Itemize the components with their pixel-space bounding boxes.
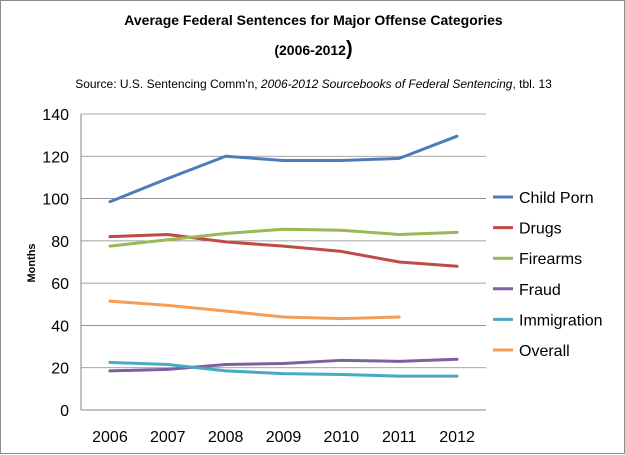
y-tick-label: 100 xyxy=(42,192,69,209)
legend-label-child-porn: Child Porn xyxy=(519,190,594,207)
y-tick-labels: 0 20 40 60 80 100 120 140 xyxy=(42,107,69,420)
y-axis-label: Months xyxy=(26,243,38,282)
legend-label-overall: Overall xyxy=(519,343,570,360)
legend-label-fraud: Fraud xyxy=(519,282,561,299)
x-tick-label: 2007 xyxy=(150,429,186,446)
y-tick-label: 120 xyxy=(42,149,69,166)
y-tick-label: 0 xyxy=(60,403,69,420)
series-line-firearms xyxy=(108,227,459,248)
gridlines xyxy=(81,113,486,369)
x-tick-labels: 2006 2007 2008 2009 2010 2011 2012 xyxy=(92,429,475,446)
legend-label-immigration: Immigration xyxy=(519,312,603,329)
y-tick-label: 80 xyxy=(51,234,69,251)
x-tick-label: 2011 xyxy=(382,429,417,446)
source-prefix: Source: U.S. Sentencing Comm'n, xyxy=(75,77,261,91)
series-line-fraud xyxy=(108,357,459,373)
chart-title: Average Federal Sentences for Major Offe… xyxy=(124,12,503,28)
legend: Child Porn Drugs Firearms Fraud Immigration O… xyxy=(493,190,603,360)
series-lines xyxy=(108,134,459,378)
source-italic: 2006-2012 Sourcebooks of Federal Sentenc… xyxy=(260,77,513,91)
legend-label-firearms: Firearms xyxy=(519,251,582,268)
chart-source: Source: U.S. Sentencing Comm'n, 2006-201… xyxy=(1,77,625,91)
x-tick-label: 2009 xyxy=(266,429,302,446)
y-tick-label: 60 xyxy=(51,276,69,293)
y-tick-label: 40 xyxy=(51,318,69,335)
axes xyxy=(80,114,486,411)
x-tick-label: 2006 xyxy=(92,429,128,446)
chart-subtitle: (2006-2012) xyxy=(1,38,625,61)
y-tick-label: 20 xyxy=(51,361,69,378)
series-line-overall xyxy=(108,299,401,321)
source-suffix: , tbl. 13 xyxy=(512,77,552,91)
y-tick-label: 140 xyxy=(42,107,69,124)
chart-subtitle-paren: ) xyxy=(345,38,353,60)
series-line-child-porn xyxy=(108,134,459,204)
series-line-drugs xyxy=(108,233,459,268)
legend-label-drugs: Drugs xyxy=(519,221,562,238)
x-tick-label: 2010 xyxy=(324,429,360,446)
x-tick-label: 2008 xyxy=(208,429,244,446)
x-tick-label: 2012 xyxy=(439,429,475,446)
series-line-immigration xyxy=(108,360,459,378)
chart-subtitle-years: (2006-2012 xyxy=(274,42,346,58)
